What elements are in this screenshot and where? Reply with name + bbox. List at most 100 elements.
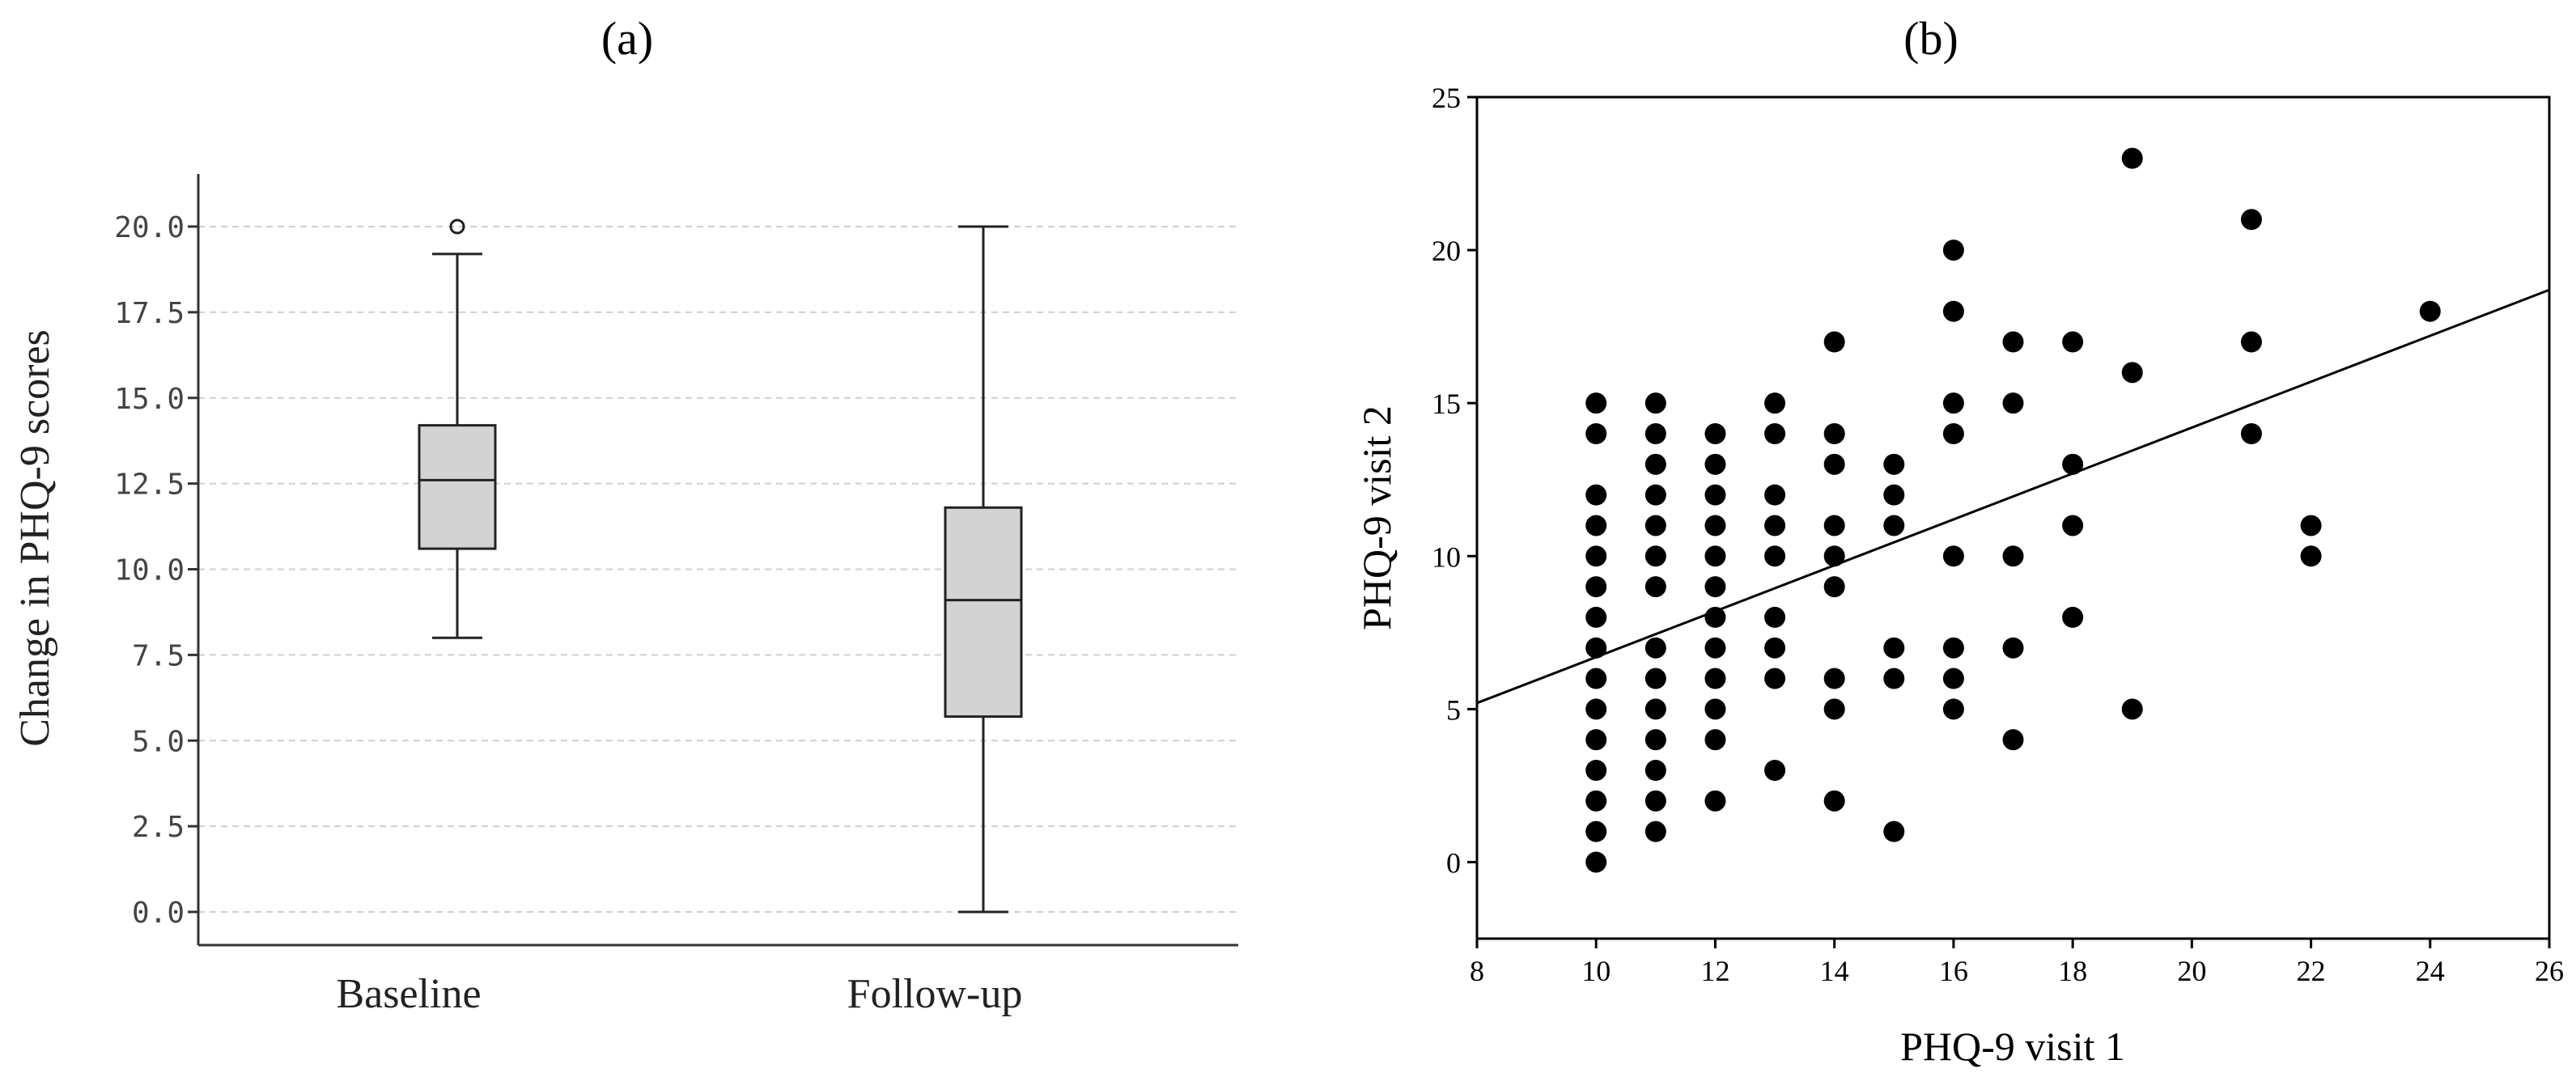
panel-b-y-tick-label: 10: [1432, 541, 1461, 573]
data-point: [1585, 484, 1607, 506]
data-point: [1764, 392, 1786, 414]
data-point: [2121, 362, 2143, 384]
data-point: [1942, 637, 1964, 659]
data-point: [1644, 576, 1666, 598]
data-point: [2002, 729, 2024, 751]
panel-a-y-tick-label: 12.5: [114, 469, 185, 502]
data-point: [1704, 515, 1726, 536]
data-point: [1823, 576, 1845, 598]
data-point: [1823, 545, 1845, 567]
data-point: [2121, 147, 2143, 169]
data-point: [1883, 668, 1905, 689]
panel-b-x-tick-label: 10: [1581, 955, 1611, 987]
panel-b-x-tick-label: 22: [2297, 955, 2326, 987]
data-point: [1764, 637, 1786, 659]
data-point: [1644, 392, 1666, 414]
data-point: [1644, 820, 1666, 842]
data-point: [1585, 637, 1607, 659]
data-point: [1644, 484, 1666, 506]
panel-b-y-tick-label: 20: [1432, 235, 1461, 267]
data-point: [1764, 668, 1786, 689]
data-point: [1644, 668, 1666, 689]
data-point: [1704, 790, 1726, 812]
data-point: [1942, 545, 1964, 567]
data-point: [2240, 423, 2262, 444]
data-point: [1823, 515, 1845, 536]
panel-b-y-axis-title: PHQ-9 visit 2: [1354, 405, 1399, 630]
data-point: [1644, 790, 1666, 812]
data-point: [1585, 545, 1607, 567]
panel-a-y-axis-title: Change in PHQ-9 scores: [12, 329, 58, 747]
panel-a-x-labels: Baseline Follow-up: [336, 971, 1022, 1017]
panel-a-x-label: Baseline: [336, 971, 481, 1017]
panel-b-x-tick-label: 16: [1939, 955, 1968, 987]
data-point: [1823, 698, 1845, 720]
data-point: [1883, 820, 1905, 842]
panel-b-y-ticks: 0 5 10 15 20 25: [1432, 82, 1477, 879]
data-point: [1644, 453, 1666, 475]
data-point: [1942, 668, 1964, 689]
data-point: [1823, 423, 1845, 444]
data-point: [1585, 606, 1607, 628]
panel-a-label: (a): [601, 12, 653, 65]
data-point: [1704, 576, 1726, 598]
iqr-box: [418, 424, 497, 550]
data-point: [1942, 300, 1964, 322]
data-point: [2240, 331, 2262, 353]
data-point: [1764, 515, 1786, 536]
data-point: [2062, 606, 2084, 628]
data-point: [2002, 392, 2024, 414]
data-point: [1585, 760, 1607, 781]
data-point: [1764, 760, 1786, 781]
panel-b-plot-frame: [1475, 95, 2551, 940]
panel-a-boxplot: (a) 0.0 2.5 5.0 7.5 10.0 12.5 15.0 17.5 20.0 Bas…: [12, 12, 1238, 1017]
iqr-box: [944, 506, 1023, 719]
data-point: [1823, 790, 1845, 812]
data-point: [2002, 545, 2024, 567]
data-point: [1585, 698, 1607, 720]
data-point: [1585, 515, 1607, 536]
data-point: [1704, 668, 1726, 689]
data-point: [1704, 545, 1726, 567]
data-point: [1764, 423, 1786, 444]
data-point: [1883, 453, 1905, 475]
data-point: [2002, 331, 2024, 353]
data-point: [1942, 240, 1964, 261]
panel-a-y-tick-label: 10.0: [114, 554, 185, 587]
data-point: [1942, 392, 1964, 414]
data-point: [1883, 515, 1905, 536]
outlier-point: [449, 218, 465, 235]
panel-a-y-ticks: 0.0 2.5 5.0 7.5 10.0 12.5 15.0 17.5 20.0: [114, 211, 198, 930]
panel-a-y-tick-label: 5.0: [132, 725, 185, 758]
data-point: [2240, 209, 2262, 231]
data-point: [2062, 515, 2084, 536]
box-follow-up: [944, 225, 1023, 914]
data-point: [1644, 698, 1666, 720]
data-point: [2300, 515, 2322, 536]
panel-a-y-tick-label: 7.5: [132, 639, 185, 672]
data-point: [1764, 606, 1786, 628]
data-point: [1585, 423, 1607, 444]
panel-b-x-axis-title: PHQ-9 visit 1: [1900, 1024, 2125, 1069]
data-point: [2121, 698, 2143, 720]
data-point: [1585, 820, 1607, 842]
data-point: [1704, 484, 1726, 506]
data-point: [2062, 331, 2084, 353]
data-point: [1585, 576, 1607, 598]
panel-b-x-tick-label: 8: [1470, 955, 1484, 987]
data-point: [1644, 545, 1666, 567]
data-point: [1883, 637, 1905, 659]
panel-b-y-tick-label: 0: [1446, 846, 1461, 879]
panel-b-y-tick-label: 25: [1432, 82, 1461, 114]
panel-a-gridlines: [198, 226, 1238, 913]
data-point: [1585, 392, 1607, 414]
panel-a-y-tick-label: 20.0: [114, 211, 185, 244]
data-point: [1883, 484, 1905, 506]
panel-b-scatter: (b) 8 10 12 14 16 18 20 22 24 26 0 5 10 15 20 25 PHQ-9…: [1354, 12, 2564, 1069]
panel-b-x-tick-label: 14: [1820, 955, 1849, 987]
panel-b-label: (b): [1903, 12, 1959, 65]
data-point: [1585, 851, 1607, 873]
data-point: [1585, 729, 1607, 751]
panel-b-x-ticks: 8 10 12 14 16 18 20 22 24 26: [1470, 939, 2564, 987]
